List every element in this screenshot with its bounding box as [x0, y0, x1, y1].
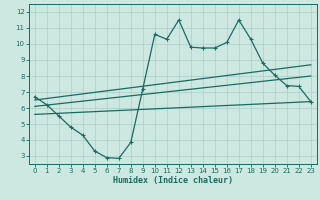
- X-axis label: Humidex (Indice chaleur): Humidex (Indice chaleur): [113, 176, 233, 185]
